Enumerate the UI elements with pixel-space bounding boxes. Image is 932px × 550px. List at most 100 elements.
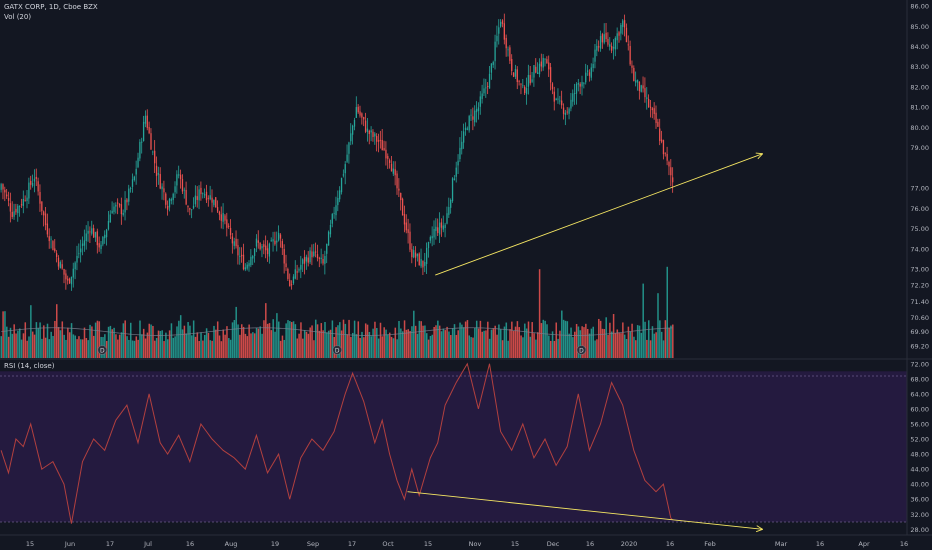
candle-body: [370, 130, 372, 133]
candle-body: [401, 198, 404, 216]
candle-body: [81, 243, 84, 246]
candle-body: [76, 255, 78, 263]
time-tick-label: Mar: [775, 540, 788, 548]
volume-bar: [585, 323, 587, 358]
volume-bar: [611, 331, 613, 358]
candle-body: [451, 178, 454, 202]
volume-bar: [194, 336, 197, 358]
volume-bar: [494, 325, 496, 358]
volume-bar: [309, 327, 311, 358]
candle-body: [43, 211, 45, 216]
volume-bar: [57, 327, 60, 358]
trendline-annotations[interactable]: [407, 152, 764, 533]
volume-bar: [364, 323, 367, 358]
volume-bar: [540, 323, 543, 358]
volume-bar: [368, 331, 371, 358]
candle-body: [296, 271, 298, 273]
candle-body: [400, 192, 402, 201]
volume-bar: [59, 330, 62, 358]
volume-bar: [198, 341, 200, 358]
candle-body: [577, 83, 579, 85]
volume-bar: [533, 333, 535, 358]
volume-bar: [575, 323, 578, 358]
volume-bar: [31, 331, 34, 358]
volume-bar: [202, 340, 204, 358]
volume-bar: [605, 317, 607, 358]
candle-body: [542, 57, 544, 68]
volume-bar: [266, 323, 269, 358]
price-trendline[interactable]: [435, 152, 764, 276]
volume-bar: [172, 337, 175, 358]
price-tick-label: 70.60: [910, 314, 929, 322]
volume-bar: [446, 326, 448, 358]
volume-bar: [218, 335, 221, 358]
candle-body: [344, 164, 346, 174]
volume-bar: [561, 310, 563, 358]
time-tick-label: Oct: [382, 540, 394, 548]
rsi-legend[interactable]: RSI (14, close): [4, 362, 55, 370]
candle-body: [255, 238, 258, 247]
volume-bar: [548, 335, 550, 358]
volume-bar: [61, 321, 64, 358]
volume-bar: [590, 328, 593, 358]
candle-body: [623, 20, 626, 28]
candle-body: [309, 250, 311, 263]
candle-body: [290, 284, 293, 286]
time-tick-label: Jul: [143, 540, 152, 548]
candle-body: [522, 85, 524, 87]
volume-bar: [346, 334, 348, 358]
candle-body: [575, 83, 578, 94]
candle-body: [111, 210, 113, 214]
candle-body: [670, 167, 672, 176]
candle-body: [433, 229, 435, 238]
dividend-marker[interactable]: D: [576, 345, 587, 355]
volume-bar: [437, 320, 439, 358]
symbol-legend[interactable]: GATX CORP, 1D, Cboe BZX: [4, 3, 98, 11]
candle-body: [209, 195, 211, 200]
candle-body: [89, 231, 91, 233]
volume-bar: [340, 330, 343, 358]
volume-bar: [631, 323, 633, 358]
candle-body: [4, 189, 6, 193]
volume-series: [0, 266, 674, 358]
candle-body: [19, 206, 21, 207]
volume-bar: [274, 331, 276, 358]
candle-body: [220, 214, 222, 221]
candle-body: [85, 233, 87, 241]
volume-bar: [398, 320, 400, 358]
rsi-tick-label: 32.00: [910, 511, 929, 519]
candle-body: [555, 98, 557, 101]
time-tick-label: 16: [900, 540, 908, 548]
volume-bar: [662, 340, 665, 358]
volume-bar: [320, 323, 323, 358]
time-axis[interactable]: 15 Jun 17 Jul 16 Aug 19 Sep 17 Oct 15 Nov 15 Dec 16 202…: [26, 540, 908, 548]
volume-bar: [276, 313, 278, 358]
candle-body: [374, 133, 376, 137]
candle-body: [548, 62, 550, 70]
candle-body: [366, 128, 369, 132]
volume-bar: [385, 329, 387, 358]
candle-body: [17, 205, 19, 214]
dividend-marker[interactable]: D: [332, 345, 343, 355]
price-axis[interactable]: 86.00 85.00 84.00 83.00 82.00 81.00 80.00 79.00…: [910, 3, 929, 351]
candle-body: [26, 197, 28, 202]
volume-legend[interactable]: Vol (20): [4, 13, 32, 21]
time-tick-label: 17: [106, 540, 114, 548]
volume-bar: [54, 320, 56, 358]
candle-body: [620, 24, 622, 34]
candle-body: [544, 58, 546, 60]
volume-bar: [414, 325, 417, 358]
candle-body: [142, 121, 145, 142]
candle-body: [659, 128, 661, 141]
volume-bar: [487, 321, 489, 358]
candle-body: [331, 213, 333, 224]
volume-bar: [296, 338, 298, 358]
volume-bar: [285, 323, 287, 358]
candle-body: [457, 160, 459, 166]
volume-bar: [255, 327, 258, 358]
dividend-marker[interactable]: D: [97, 345, 108, 355]
candle-body: [24, 200, 26, 202]
rsi-axis[interactable]: 72.00 68.00 64.00 60.00 56.00 52.00 48.00 44.00…: [910, 360, 929, 534]
rsi-trendline[interactable]: [407, 491, 763, 533]
